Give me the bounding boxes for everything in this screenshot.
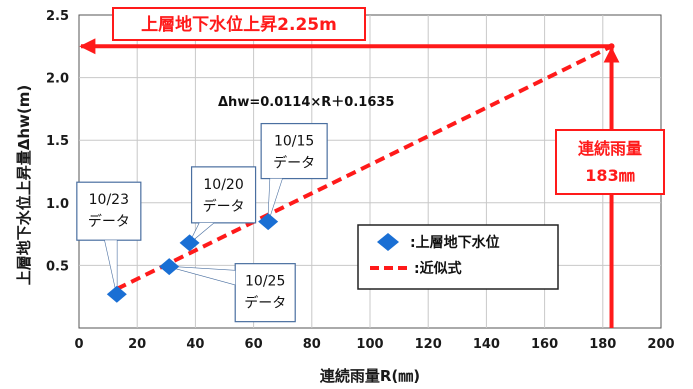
- callout-pointer-fill: [268, 178, 283, 222]
- data-point: [258, 213, 279, 231]
- callout-text: データ: [244, 295, 286, 312]
- callout-1: 10/25 データ: [169, 263, 296, 323]
- x-tick-label: 20: [128, 337, 146, 352]
- callout-2: 10/20 データ: [189, 166, 257, 244]
- x-tick-labels: 0 20 40 60 80 100 120 140 160 180 200: [74, 337, 674, 352]
- callout-3: 10/15 データ: [260, 122, 328, 222]
- fit-line: [115, 44, 613, 291]
- x-tick-label: 0: [74, 337, 83, 352]
- callout-text: データ: [88, 213, 130, 230]
- legend-diamond-icon: [377, 233, 399, 251]
- y-tick-labels: 0.5 1.0 1.5 2.0 2.5: [46, 9, 69, 274]
- callout-box: [260, 122, 328, 180]
- legend-box: [357, 224, 559, 290]
- callout-0: 10/23 データ: [76, 181, 142, 295]
- callout-text: データ: [203, 198, 245, 215]
- callout-box: [234, 263, 296, 323]
- legend-fit-label: :近似式: [414, 260, 462, 277]
- rainfall-annotation-line1: 連続雨量: [578, 139, 642, 158]
- intersection-point: [608, 43, 615, 50]
- x-tick-label: 100: [356, 337, 383, 352]
- rainfall-annotation-line2: 183㎜: [585, 166, 634, 185]
- callout-pointer-fill: [169, 266, 236, 285]
- legend-series-label: :上層地下水位: [410, 234, 500, 251]
- y-tick-label: 1.0: [46, 197, 69, 212]
- rise-annotation-box: [112, 7, 366, 41]
- y-tick-label: 1.5: [46, 134, 69, 149]
- rainfall-annotation-box: [555, 129, 665, 195]
- x-tick-label: 80: [303, 337, 321, 352]
- x-tick-label: 60: [245, 337, 263, 352]
- y-tick-label: 2.5: [46, 9, 69, 24]
- x-tick-label: 40: [186, 337, 204, 352]
- callout-box: [190, 166, 257, 224]
- rise-annotation-text: 上層地下水位上昇2.25m: [141, 14, 337, 35]
- data-point: [179, 234, 200, 252]
- data-points: [106, 213, 279, 303]
- y-tick-label: 2.0: [46, 72, 69, 87]
- callout-text: 10/20: [203, 177, 243, 193]
- x-tick-label: 200: [647, 337, 674, 352]
- y-axis-title: 上層地下水位上昇量Δhw(m): [15, 85, 33, 286]
- callout-text: データ: [273, 155, 315, 172]
- y-tick-label: 0.5: [46, 259, 69, 274]
- callout-box: [76, 181, 142, 241]
- callout-pointer-fill: [189, 222, 214, 243]
- x-tick-label: 140: [473, 337, 500, 352]
- data-point: [106, 285, 127, 303]
- callout-pointer-fill: [104, 240, 117, 295]
- callout-text: 10/15: [274, 134, 314, 150]
- legend: :上層地下水位 :近似式: [357, 224, 559, 290]
- x-tick-label: 180: [589, 337, 616, 352]
- x-tick-label: 160: [531, 337, 558, 352]
- x-tick-label: 120: [415, 337, 442, 352]
- data-callouts: 10/23 データ 10/25 データ 10/20 データ 10/15 データ: [76, 122, 328, 323]
- callout-text: 10/23: [89, 192, 129, 208]
- callout-text: 10/25: [245, 274, 285, 290]
- formula-label: Δhw=0.0114×R＋0.1635: [218, 95, 394, 110]
- x-axis-title: 連続雨量R(㎜): [320, 367, 420, 385]
- data-point: [159, 258, 180, 276]
